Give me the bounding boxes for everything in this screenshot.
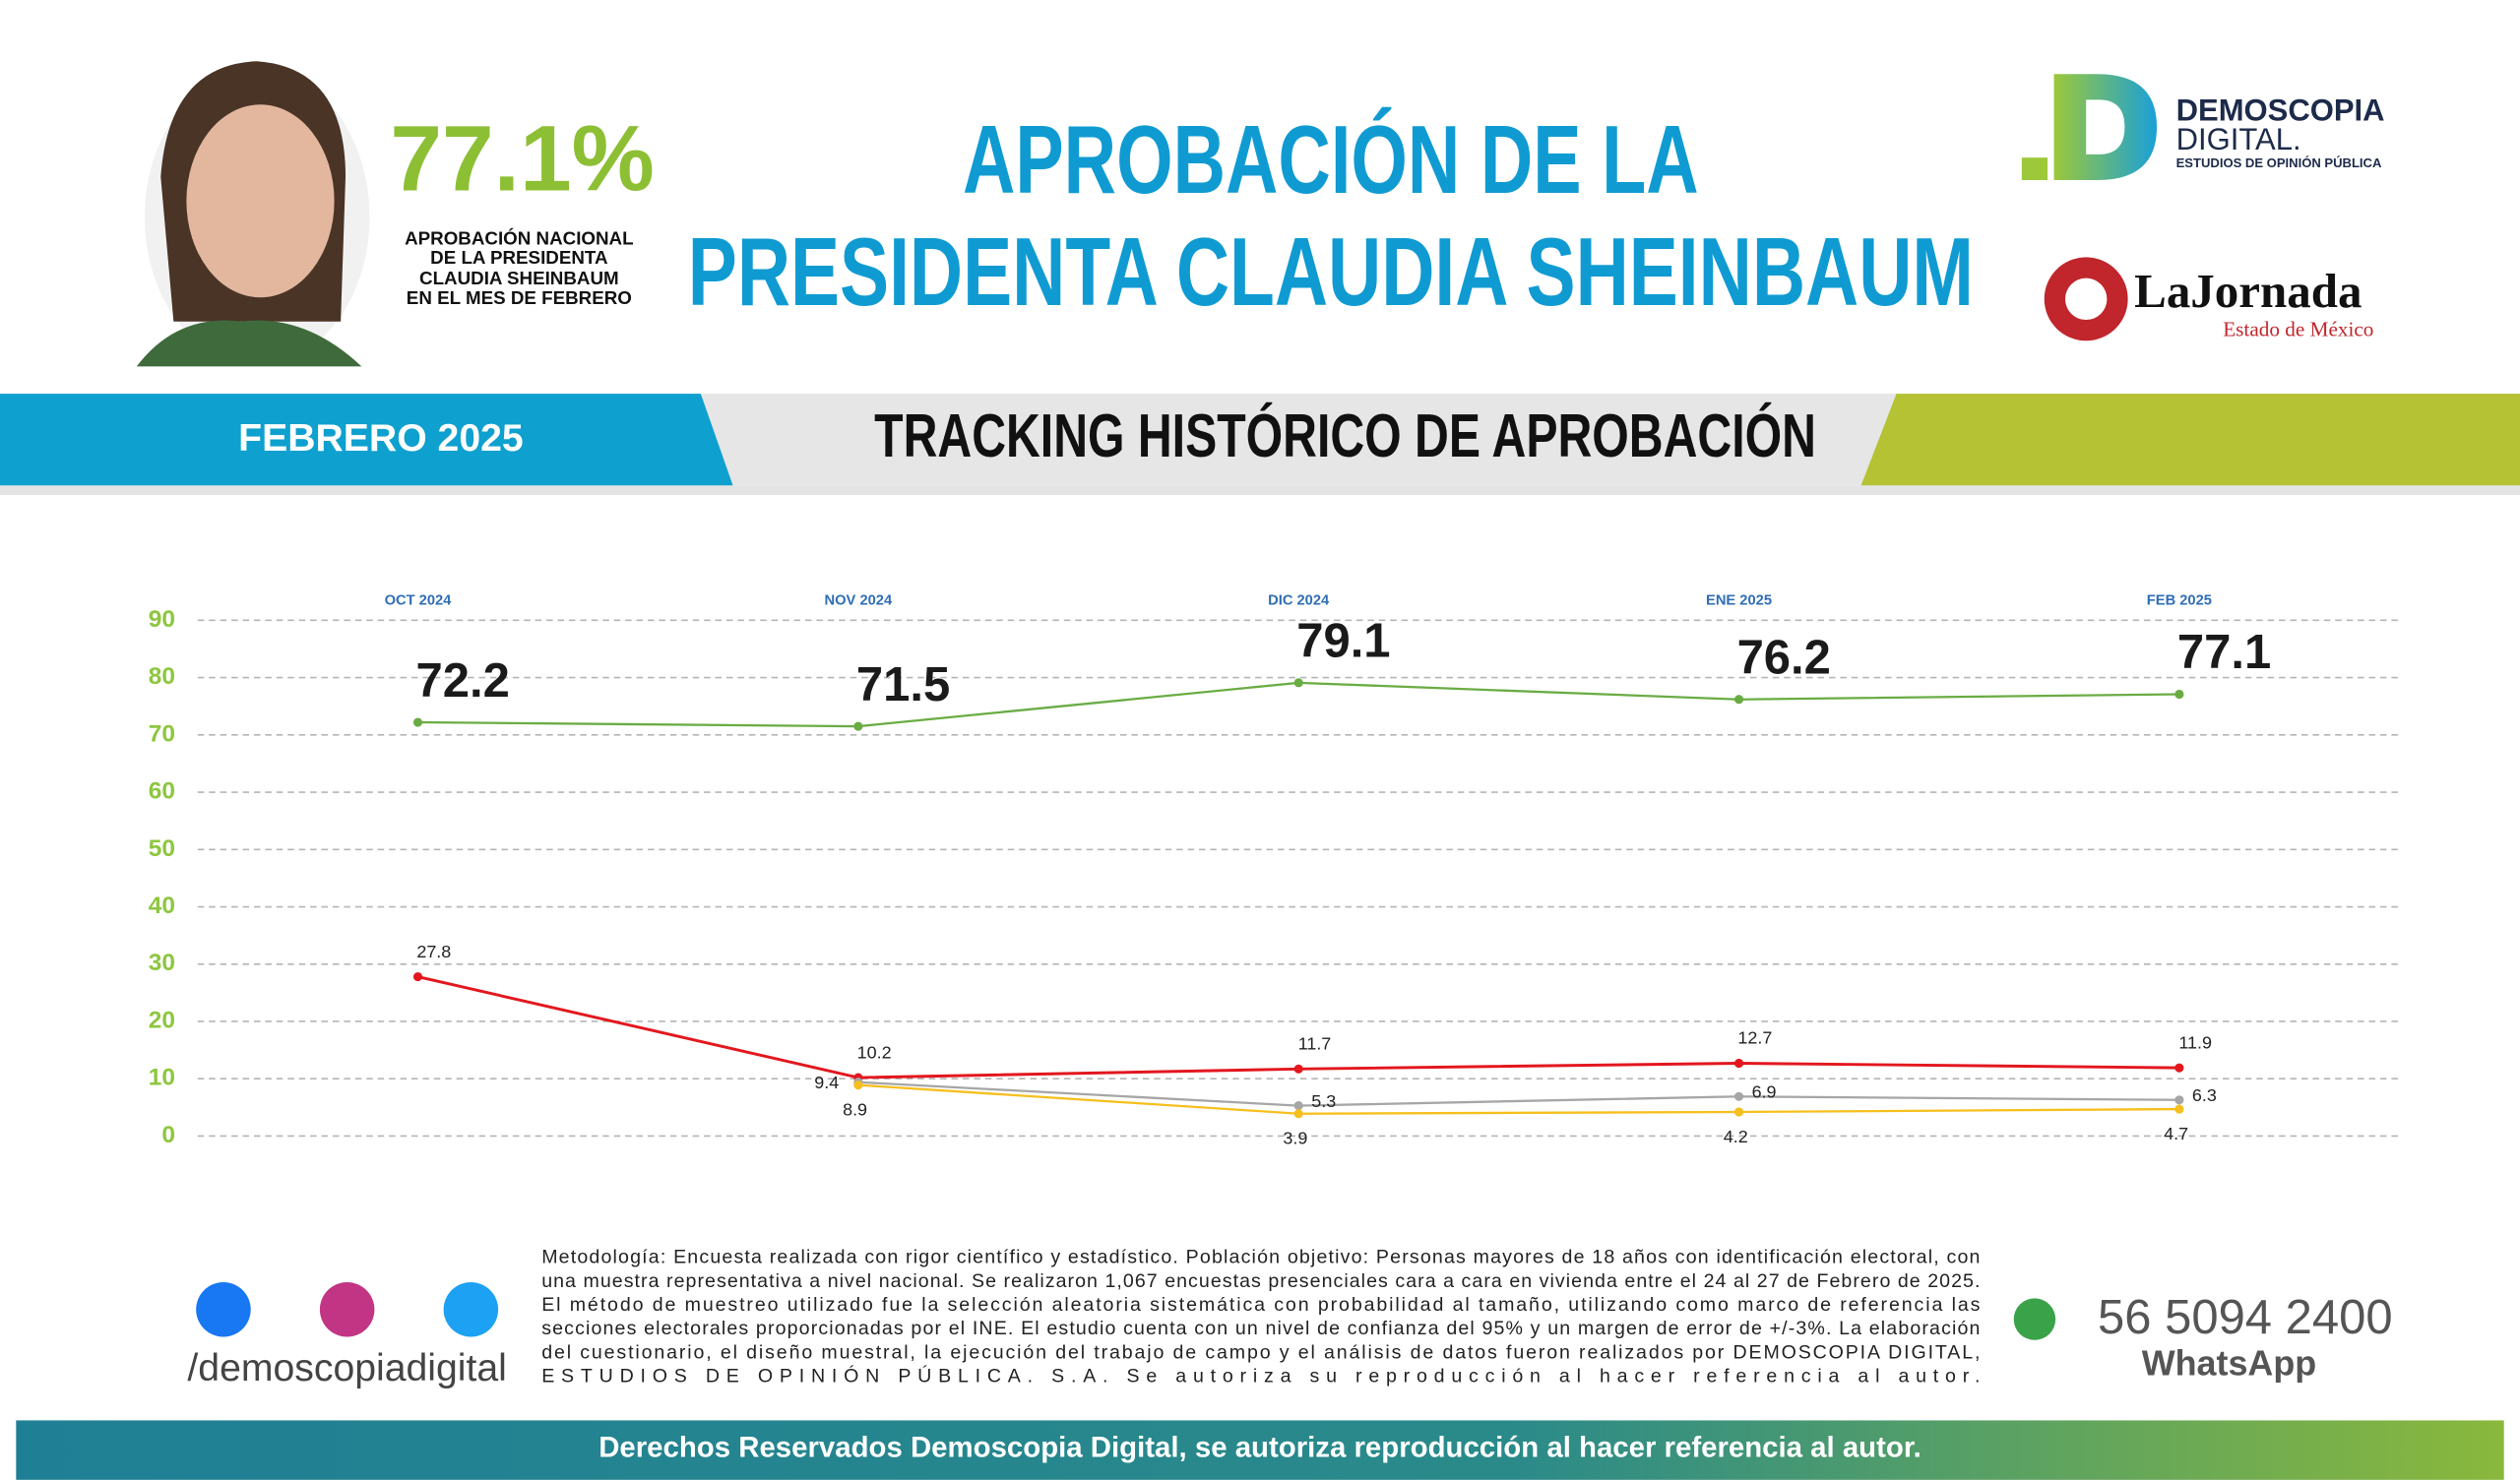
band-right [1860,394,2520,486]
data-point [1733,1058,1744,1069]
data-label: 6.9 [1752,1082,1777,1102]
x-tick-label: OCT 2024 [385,593,453,609]
methodology-line: del cuestionario, el diseño muestral, la… [541,1341,1980,1363]
methodology-line: Metodología: Encuesta realizada con rigo… [541,1247,1980,1268]
partner-name: LaJornada [2134,264,2362,318]
y-tick-label: 60 [149,778,175,805]
social-icons [196,1282,499,1337]
y-tick-label: 40 [149,893,175,919]
headline-caption: APROBACIÓN NACIONAL [405,227,633,248]
data-point [2174,1063,2184,1073]
x-tick-label: NOV 2024 [825,593,893,609]
data-point [412,971,423,982]
data-point [412,717,423,727]
x-tick-label: DIC 2024 [1268,593,1330,609]
y-tick-label: 20 [149,1007,175,1033]
data-point [1733,695,1744,705]
data-label: 3.9 [1283,1129,1307,1148]
data-label: 27.8 [416,942,451,961]
methodology-line: ESTUDIOS DE OPINIÓN PÚBLICA. S.A. Se aut… [541,1365,1980,1388]
x-tick-label: ENE 2025 [1706,593,1772,609]
logo-name: DEMOSCOPIA [2176,93,2385,128]
chart: 0 10 20 30 40 50 60 70 80 90 OCT 2024 NOV 2024 DIC 2… [149,593,2400,1148]
data-label: 79.1 [1296,615,1390,668]
data-point [1293,1064,1303,1074]
logo [2021,74,2158,181]
partner-region: Estado de México [2223,317,2373,340]
data-point [2174,1095,2184,1105]
band-heading: TRACKING HISTÓRICO DE APROBACIÓN [874,401,1816,470]
portrait [136,61,370,367]
data-label: 77.1 [2177,626,2271,679]
y-tick-label: 50 [149,835,175,862]
methodology-line: una muestra representativa a nivel nacio… [541,1270,1980,1292]
data-label: 72.2 [416,654,510,708]
band-shadow [0,485,2520,496]
series-line [857,1083,2179,1115]
methodology-line: secciones electorales proporcionadas por… [541,1318,1980,1339]
data-label: 76.2 [1737,631,1831,684]
data-label: 11.7 [1298,1034,1332,1054]
data-point [1733,1107,1744,1117]
data-point [2174,1104,2184,1114]
methodology-line: El método de muestreo utilizado fue la s… [541,1294,1980,1316]
series-line [417,681,2179,728]
band-date: FEBRERO 2025 [238,417,524,460]
data-label: 8.9 [843,1099,867,1119]
headline-caption: DE LA PRESIDENTA [430,247,608,268]
logo-name: DIGITAL. [2176,122,2301,156]
whatsapp-icon [2013,1298,2056,1340]
data-label: 10.2 [857,1042,892,1062]
band-left [0,394,733,486]
data-label: 6.3 [2192,1085,2217,1105]
data-point [1733,1091,1744,1101]
y-tick-label: 10 [149,1065,175,1091]
footer-bar [16,1420,2504,1480]
headline-caption: CLAUDIA SHEINBAUM [419,268,619,288]
data-label: 71.5 [856,658,950,711]
y-tick-label: 80 [149,663,175,690]
data-label: 11.9 [2178,1032,2212,1052]
data-point [1293,1109,1303,1119]
data-point [2174,689,2184,700]
title: APROBACIÓN DE LA [963,105,1699,214]
data-point [853,1080,863,1090]
social-handle: /demoscopiadigital [187,1347,506,1389]
data-label: 9.4 [814,1073,839,1092]
headline-value: 77.1% [390,106,654,211]
series-line [417,975,2179,1079]
data-label: 5.3 [1311,1091,1336,1111]
partner-logo [2064,278,2108,321]
y-tick-label: 30 [149,950,175,976]
data-label: 4.7 [2164,1124,2188,1143]
methodology: Metodología: Encuesta realizada con rigo… [541,1247,1980,1388]
logo-tagline: ESTUDIOS DE OPINIÓN PÚBLICA [2176,155,2382,170]
channel: WhatsApp [2142,1342,2317,1383]
x-tick-label: FEB 2025 [2147,593,2212,609]
data-label: 12.7 [1737,1028,1772,1048]
data-label: 4.2 [1724,1127,1748,1146]
footer: Derechos Reservados Demoscopia Digital, … [598,1432,1922,1464]
y-tick-label: 70 [149,720,175,747]
data-point [1293,1101,1303,1111]
series-line [857,1080,2179,1107]
title: PRESIDENTA CLAUDIA SHEINBAUM [688,217,1974,326]
data-point [853,721,863,731]
phone: 56 5094 2400 [2098,1291,2393,1344]
data-point [1293,678,1303,688]
headline-caption: EN EL MES DE FEBRERO [407,287,632,308]
y-tick-label: 90 [149,606,175,633]
y-tick-label: 0 [161,1122,175,1148]
